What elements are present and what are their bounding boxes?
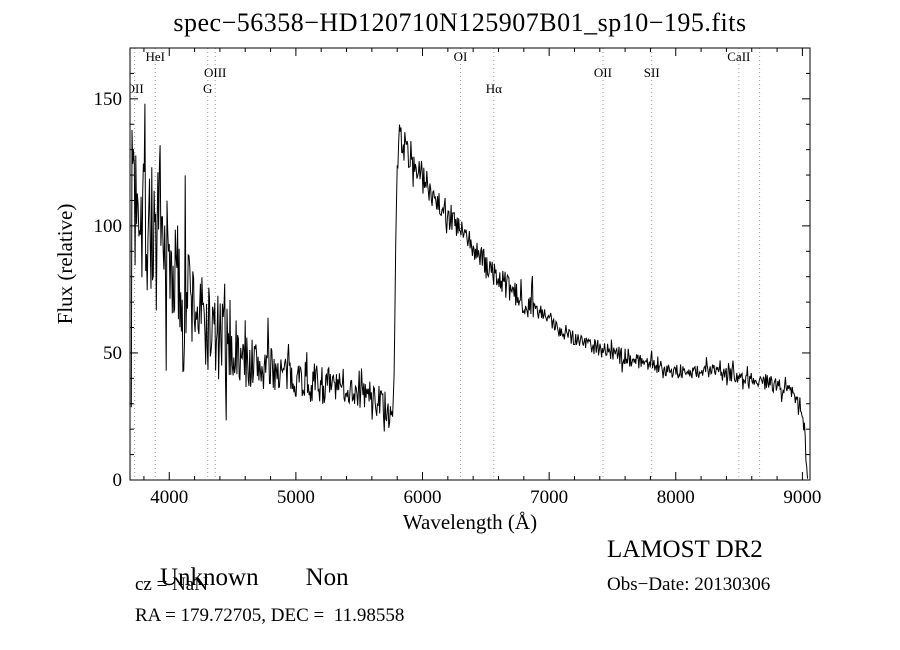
spectrum-trace (130, 103, 808, 479)
spectral-line-label: Hα (486, 81, 502, 96)
spectral-line-markers (134, 48, 761, 480)
y-tick-label: 100 (94, 216, 123, 237)
subclass-label: Non (305, 564, 349, 591)
x-tick-label: 8000 (657, 487, 695, 508)
ra-dec: RA = 179.72705, DEC = 11.98558 (135, 605, 405, 626)
y-axis-label: Flux (relative) (53, 204, 77, 325)
plot-title: spec−56358−HD120710N125907B01_sp10−195.f… (173, 8, 747, 37)
spectral-line-label: G (203, 81, 212, 96)
spectral-line-label: OII (126, 81, 144, 96)
x-tick-label: 6000 (404, 487, 442, 508)
x-tick-label: 7000 (530, 487, 568, 508)
obs-date: Obs−Date: 20130306 (607, 574, 771, 595)
x-tick-label: 5000 (277, 487, 315, 508)
spectral-line-label: CaII (727, 49, 750, 64)
y-tick-label: 150 (94, 89, 123, 110)
y-tick-label: 0 (113, 470, 123, 491)
spectral-line-label: HeI (145, 49, 165, 64)
class-label: Unknown (160, 564, 259, 591)
survey-label: LAMOST DR2 (607, 536, 763, 563)
y-tick-label: 50 (103, 343, 122, 364)
x-tick-label: 9000 (783, 487, 821, 508)
spectrum-plot: 4000 5000 6000 7000 8000 9000 0 50 100 150 Wavelen… (53, 47, 821, 534)
spectral-line-label: OI (454, 49, 468, 64)
spectral-line-label: SII (644, 65, 660, 80)
x-axis-label: Wavelength (Å) (403, 510, 537, 534)
spectral-line-label: OIII (204, 65, 226, 80)
classification-text: Unknown Non (135, 536, 349, 620)
plot-frame (129, 47, 811, 481)
x-tick-label: 4000 (150, 487, 188, 508)
cz-value: cz = NaN (135, 574, 208, 595)
spectral-line-label: OII (594, 65, 612, 80)
